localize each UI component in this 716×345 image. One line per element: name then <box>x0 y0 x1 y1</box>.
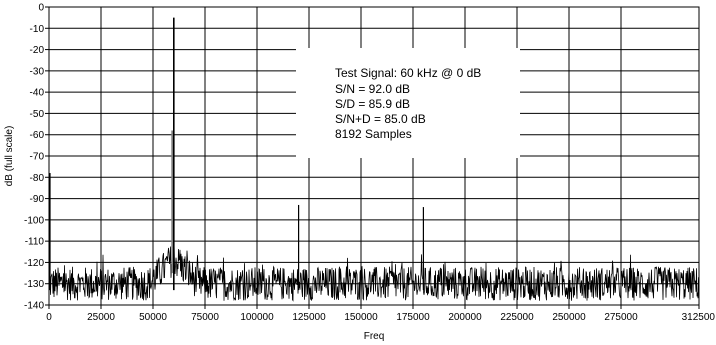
x-axis-ticks: 0 25000 50000 75000 100000 125000 150000 175000… <box>46 305 715 323</box>
y-tick-label: -120 <box>24 258 44 269</box>
noise-floor <box>48 234 700 302</box>
y-tick-label: -40 <box>30 88 45 99</box>
x-tick-label: 150000 <box>344 312 378 323</box>
x-tick-label: 250000 <box>552 312 586 323</box>
annotation-line-signal: Test Signal: 60 kHz @ 0 dB <box>335 66 481 80</box>
annotation-line-samples: 8192 Samples <box>335 127 412 141</box>
x-tick-label: 75000 <box>191 312 219 323</box>
y-tick-label: -20 <box>30 45 45 56</box>
spectrum-trace <box>48 17 700 302</box>
annotation-box <box>296 48 520 158</box>
x-tick-label: 175000 <box>396 312 430 323</box>
x-axis-title: Freq <box>364 331 385 342</box>
y-tick-label: -110 <box>25 237 45 248</box>
x-tick-label: 25000 <box>87 312 115 323</box>
y-tick-label: 0 <box>38 3 44 14</box>
x-tick-label: 100000 <box>240 312 274 323</box>
x-tick-label: 200000 <box>448 312 482 323</box>
y-tick-label: -100 <box>24 215 44 226</box>
y-axis-ticks: 0 -10 -20 -30 -40 -50 -60 -70 -80 -90 -100 -110 -120… <box>24 3 49 312</box>
annotation-line-sn: S/N = 92.0 dB <box>335 82 410 96</box>
y-tick-label: -80 <box>30 173 45 184</box>
y-tick-label: -90 <box>30 194 45 205</box>
x-tick-label: 0 <box>46 312 52 323</box>
annotation-text: Test Signal: 60 kHz @ 0 dB S/N = 92.0 dB… <box>335 66 481 141</box>
y-tick-label: -10 <box>30 24 45 35</box>
x-tick-label: 125000 <box>292 312 326 323</box>
annotation-line-snd: S/N+D = 85.0 dB <box>335 112 426 126</box>
x-tick-label: 50000 <box>139 312 167 323</box>
y-axis-title: dB (full scale) <box>4 126 15 187</box>
y-tick-label: -140 <box>24 301 44 312</box>
y-tick-label: -60 <box>30 130 45 141</box>
y-tick-label: -130 <box>24 279 44 290</box>
x-tick-label: 275000 <box>604 312 638 323</box>
y-tick-label: -50 <box>30 109 45 120</box>
y-tick-label: -30 <box>30 66 45 77</box>
y-tick-label: -70 <box>30 152 45 163</box>
annotation-line-sd: S/D = 85.9 dB <box>335 97 410 111</box>
x-tick-label: 225000 <box>500 312 534 323</box>
x-tick-label: 312500 <box>682 312 716 323</box>
